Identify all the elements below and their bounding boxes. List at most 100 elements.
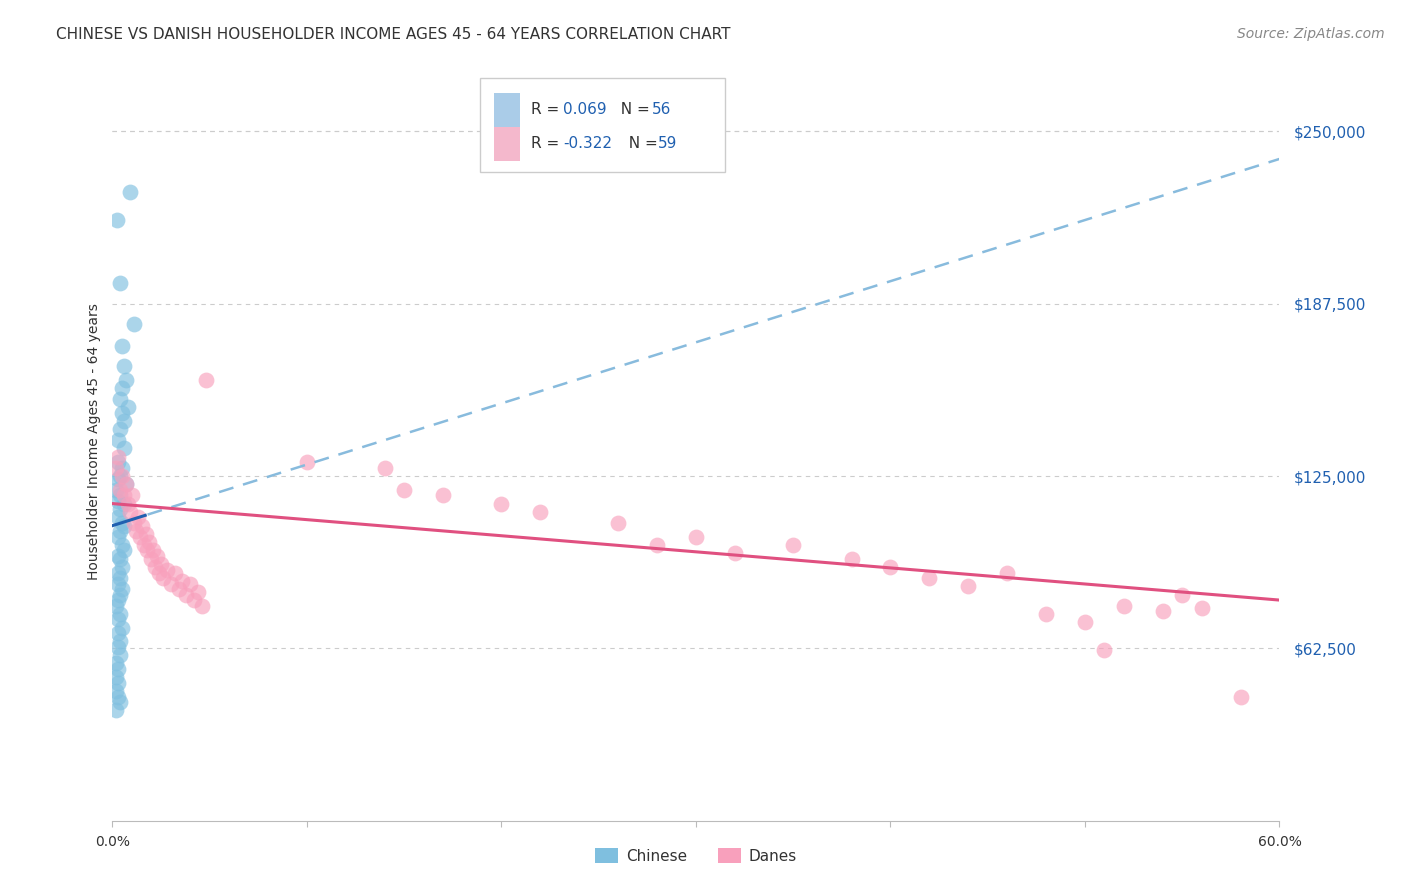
Point [394, 483, 416, 497]
Point [105, 599, 128, 613]
Point [107, 626, 129, 640]
Point [1229, 690, 1251, 704]
Point [111, 621, 134, 635]
Point [432, 488, 454, 502]
Point [107, 433, 129, 447]
Point [117, 400, 139, 414]
Point [107, 530, 129, 544]
Point [107, 593, 129, 607]
Point [110, 488, 132, 502]
Point [112, 414, 135, 428]
Point [179, 576, 201, 591]
Text: Source: ZipAtlas.com: Source: ZipAtlas.com [1237, 27, 1385, 41]
Point [111, 538, 134, 552]
Point [607, 516, 630, 530]
Point [136, 543, 159, 558]
Point [105, 657, 128, 671]
Point [111, 406, 134, 420]
Text: N =: N = [619, 136, 662, 151]
Point [110, 502, 132, 516]
Point [115, 477, 138, 491]
Point [115, 372, 138, 386]
Point [105, 212, 128, 227]
Point [156, 563, 179, 577]
Point [122, 516, 145, 530]
Text: 0.069: 0.069 [562, 102, 606, 117]
Point [107, 455, 129, 469]
Point [841, 551, 863, 566]
Point [782, 538, 804, 552]
Point [995, 566, 1018, 580]
Text: 56: 56 [651, 102, 671, 117]
Point [141, 551, 163, 566]
Point [110, 422, 132, 436]
Point [111, 516, 134, 530]
Point [128, 530, 150, 544]
Point [957, 579, 980, 593]
Point [918, 571, 941, 585]
Point [1152, 604, 1174, 618]
Point [1074, 615, 1097, 629]
Point [122, 318, 145, 332]
Point [148, 566, 170, 580]
Legend: Chinese, Danes: Chinese, Danes [589, 842, 803, 870]
Point [163, 566, 186, 580]
Point [183, 593, 205, 607]
Point [152, 571, 174, 585]
Text: 59: 59 [658, 136, 676, 151]
Text: -0.322: -0.322 [562, 136, 612, 151]
Y-axis label: Householder Income Ages 45 - 64 years: Householder Income Ages 45 - 64 years [87, 303, 101, 580]
Point [107, 612, 129, 626]
Point [121, 488, 143, 502]
Point [105, 670, 128, 684]
Point [135, 527, 157, 541]
Point [105, 483, 128, 497]
Point [107, 510, 129, 524]
Point [110, 571, 132, 585]
Point [112, 518, 135, 533]
Point [138, 535, 160, 549]
Point [111, 560, 134, 574]
Point [107, 493, 129, 508]
Point [105, 460, 128, 475]
Point [645, 538, 668, 552]
Point [107, 690, 129, 704]
Text: R =: R = [531, 136, 565, 151]
Point [110, 276, 132, 290]
Point [107, 675, 129, 690]
Point [160, 576, 183, 591]
Point [112, 359, 135, 373]
Point [150, 558, 173, 572]
Point [110, 392, 132, 406]
Point [194, 372, 217, 386]
Point [107, 472, 129, 486]
Point [107, 549, 129, 563]
Point [112, 543, 135, 558]
Point [117, 497, 139, 511]
Point [1094, 642, 1116, 657]
Point [107, 566, 129, 580]
Point [1035, 607, 1057, 621]
Point [125, 524, 148, 538]
Point [105, 684, 128, 698]
Point [529, 505, 551, 519]
Point [111, 381, 134, 395]
FancyBboxPatch shape [494, 93, 520, 127]
Point [127, 510, 149, 524]
Text: CHINESE VS DANISH HOUSEHOLDER INCOME AGES 45 - 64 YEARS CORRELATION CHART: CHINESE VS DANISH HOUSEHOLDER INCOME AGE… [56, 27, 731, 42]
Point [131, 518, 153, 533]
Text: R =: R = [531, 102, 565, 117]
Point [191, 599, 214, 613]
Point [118, 185, 141, 199]
Point [118, 505, 141, 519]
Point [111, 582, 134, 596]
Point [142, 543, 165, 558]
Point [685, 530, 707, 544]
Point [105, 703, 128, 717]
Point [879, 560, 901, 574]
Point [112, 442, 135, 456]
Point [167, 582, 190, 596]
Point [491, 497, 513, 511]
Point [110, 524, 132, 538]
Point [1112, 599, 1135, 613]
